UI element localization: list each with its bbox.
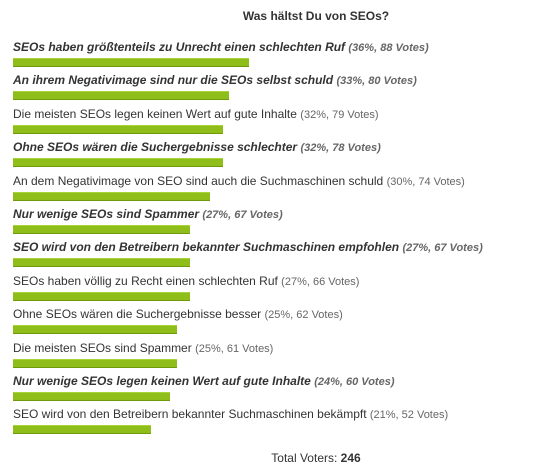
total-voters-count: 246 xyxy=(340,451,361,465)
poll-answer-votes: (32%, 79 Votes) xyxy=(300,109,379,121)
poll-answer-text: Die meisten SEOs sind Spammer (25%, 61 V… xyxy=(13,341,273,357)
poll-answer-label: SEOs haben völlig zu Recht einen schlech… xyxy=(13,274,278,288)
poll-answer-bar-track xyxy=(13,425,383,434)
poll-answer-text: SEO wird von den Betreibern bekannter Su… xyxy=(13,407,448,423)
poll-answer: SEO wird von den Betreibern bekannter Su… xyxy=(13,240,543,273)
poll-answer-votes: (27%, 66 Votes) xyxy=(281,276,360,288)
poll-answer: SEOs haben völlig zu Recht einen schlech… xyxy=(13,274,543,307)
poll-answer-bar-track xyxy=(13,292,383,301)
poll-answer-text: Nur wenige SEOs legen keinen Wert auf gu… xyxy=(13,374,394,390)
poll-answer-bar xyxy=(13,225,190,234)
poll-answer-votes: (27%, 67 Votes) xyxy=(202,209,283,221)
poll-answer-bar xyxy=(13,292,190,301)
poll-answer-bar-track xyxy=(13,258,383,267)
poll-answer-text: An ihrem Negativimage sind nur die SEOs … xyxy=(13,73,417,89)
poll-answer-bar-track xyxy=(13,225,383,234)
poll-answer-bar xyxy=(13,125,223,134)
poll-answer: Ohne SEOs wären die Suchergebnisse besse… xyxy=(13,307,543,340)
poll-answer-votes: (33%, 80 Votes) xyxy=(336,75,417,87)
poll-answer: Die meisten SEOs legen keinen Wert auf g… xyxy=(13,107,543,140)
poll-answer: SEO wird von den Betreibern bekannter Su… xyxy=(13,407,543,440)
poll-answer-votes: (25%, 62 Votes) xyxy=(264,309,343,321)
poll-answer-votes: (30%, 74 Votes) xyxy=(386,176,465,188)
poll-answer-votes: (27%, 67 Votes) xyxy=(402,242,483,254)
poll-answer-votes: (36%, 88 Votes) xyxy=(348,42,429,54)
poll-answer-bar-track xyxy=(13,192,383,201)
poll-answer: Ohne SEOs wären die Suchergebnisse schle… xyxy=(13,140,543,173)
poll-answer-text: Ohne SEOs wären die Suchergebnisse schle… xyxy=(13,140,381,156)
total-voters-label: Total Voters: xyxy=(271,451,338,465)
total-voters: Total Voters: 246 xyxy=(0,451,546,465)
poll-answer-label: SEO wird von den Betreibern bekannter Su… xyxy=(13,240,400,254)
poll-question: Was hältst Du von SEOs? xyxy=(242,9,390,23)
poll-answer-label: Nur wenige SEOs legen keinen Wert auf gu… xyxy=(13,374,311,388)
poll-answer-votes: (24%, 60 Votes) xyxy=(314,376,395,388)
poll-answer: Nur wenige SEOs sind Spammer (27%, 67 Vo… xyxy=(13,207,543,240)
poll-answer-bar-track xyxy=(13,325,383,334)
poll-answer-text: Die meisten SEOs legen keinen Wert auf g… xyxy=(13,107,379,123)
poll-answer-text: An dem Negativimage von SEO sind auch di… xyxy=(13,174,465,190)
poll-answer-votes: (32%, 78 Votes) xyxy=(300,142,381,154)
poll-answer-text: SEOs haben größtenteils zu Unrecht einen… xyxy=(13,40,429,56)
poll-answer-text: SEOs haben völlig zu Recht einen schlech… xyxy=(13,274,359,290)
poll-answer-bar xyxy=(13,91,229,100)
poll-answer-bar-track xyxy=(13,359,383,368)
poll-answer-bar xyxy=(13,58,249,67)
poll-answer-bar-track xyxy=(13,392,383,401)
poll-answer: SEOs haben größtenteils zu Unrecht einen… xyxy=(13,40,543,73)
poll-answer-label: Ohne SEOs wären die Suchergebnisse besse… xyxy=(13,307,262,321)
poll-answer-label: Die meisten SEOs sind Spammer xyxy=(13,341,192,355)
poll-answer-bar xyxy=(13,359,177,368)
poll-answer: An ihrem Negativimage sind nur die SEOs … xyxy=(13,73,543,106)
poll-answer-label: Ohne SEOs wären die Suchergebnisse schle… xyxy=(13,140,298,154)
poll-answer-bar-track xyxy=(13,58,383,67)
poll-answer-votes: (21%, 52 Votes) xyxy=(369,409,449,421)
poll-answer-bar xyxy=(13,158,223,167)
poll-answer-label: Die meisten SEOs legen keinen Wert auf g… xyxy=(13,107,297,121)
poll-answer-text: SEO wird von den Betreibern bekannter Su… xyxy=(13,240,483,256)
poll-answer: Nur wenige SEOs legen keinen Wert auf gu… xyxy=(13,374,543,407)
poll-answer-bar xyxy=(13,425,151,434)
poll-answer-label: Nur wenige SEOs sind Spammer xyxy=(13,207,200,221)
poll-answer-bar xyxy=(13,258,190,267)
poll-answer-label: SEO wird von den Betreibern bekannter Su… xyxy=(13,407,367,421)
poll-answer: An dem Negativimage von SEO sind auch di… xyxy=(13,174,543,207)
poll-answer: Die meisten SEOs sind Spammer (25%, 61 V… xyxy=(13,341,543,374)
poll-answer-bar xyxy=(13,192,210,201)
poll-answer-label: An dem Negativimage von SEO sind auch di… xyxy=(13,174,384,188)
poll-answer-text: Nur wenige SEOs sind Spammer (27%, 67 Vo… xyxy=(13,207,283,223)
poll-answer-label: SEOs haben größtenteils zu Unrecht einen… xyxy=(13,40,346,54)
poll-answer-text: Ohne SEOs wären die Suchergebnisse besse… xyxy=(13,307,343,323)
poll-answer-votes: (25%, 61 Votes) xyxy=(195,343,274,355)
poll-answer-bar xyxy=(13,325,177,334)
poll-answer-label: An ihrem Negativimage sind nur die SEOs … xyxy=(13,73,334,87)
poll-answer-bar-track xyxy=(13,158,383,167)
poll-answer-bar-track xyxy=(13,125,383,134)
poll-answer-bar-track xyxy=(13,91,383,100)
poll-answer-bar xyxy=(13,392,170,401)
